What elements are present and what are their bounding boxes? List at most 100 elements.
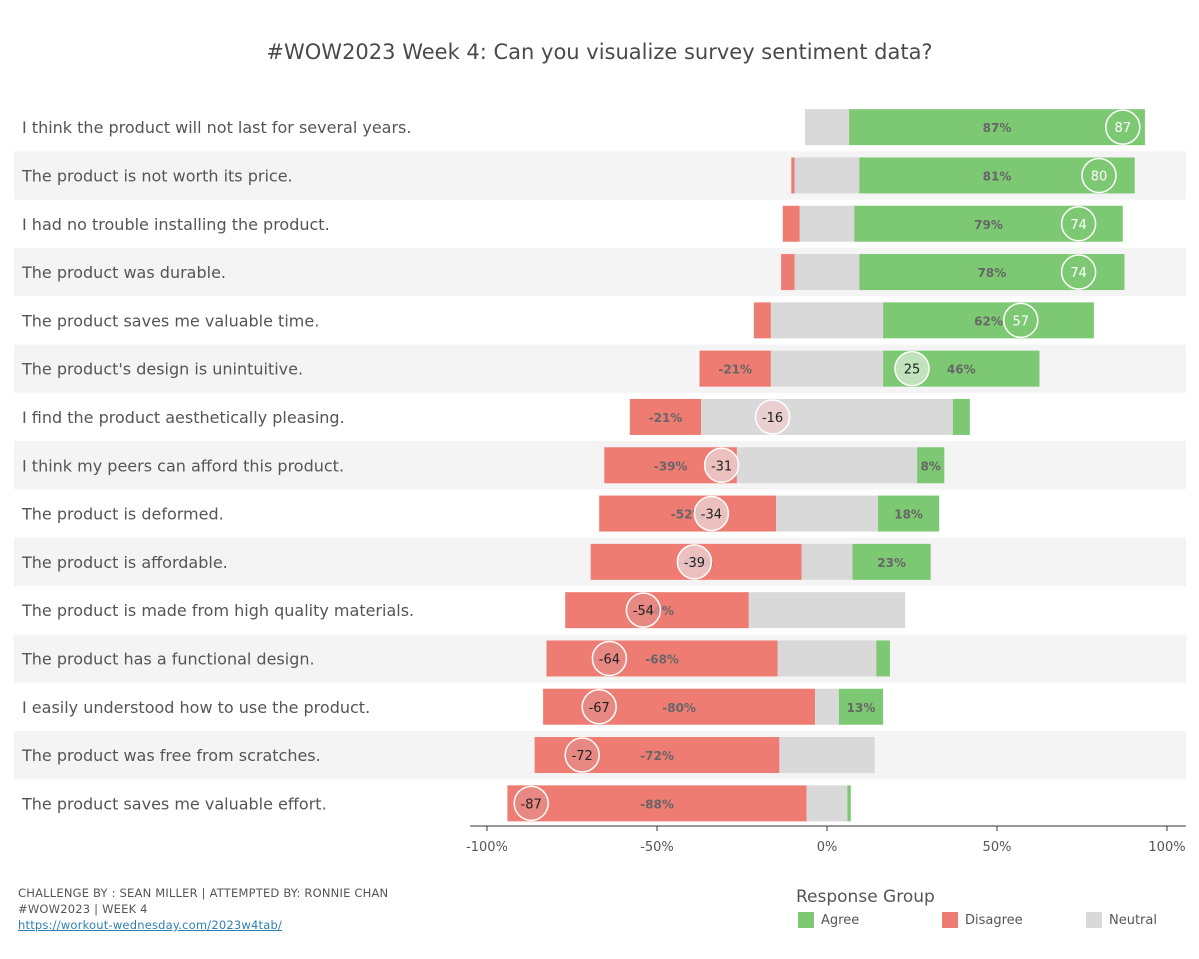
row-label: The product was free from scratches. (21, 746, 321, 765)
bar-neutral (770, 350, 884, 387)
bar-neutral (777, 640, 877, 677)
data-label-disagree: -72% (640, 749, 674, 763)
data-label-disagree: -68% (645, 652, 679, 666)
bar-disagree (782, 205, 800, 242)
net-marker (1003, 302, 1039, 339)
net-marker (591, 640, 628, 677)
bar-disagree (781, 254, 795, 291)
legend-title: Response Group (796, 887, 935, 907)
legend-item-neutral[interactable]: Neutral (1086, 912, 1157, 928)
row-label: I think the product will not last for se… (22, 118, 411, 137)
net-label: -54 (633, 604, 654, 619)
net-marker (693, 495, 730, 532)
net-marker (676, 544, 713, 580)
footer-link[interactable]: https://workout-wednesday.com/2023w4tab/ (18, 918, 283, 932)
bar-neutral (799, 205, 855, 242)
chart-row: The product was durable. 78% 74 (14, 247, 1186, 297)
net-label: -87 (521, 797, 542, 812)
row-label: I had no trouble installing the product. (22, 215, 330, 234)
bar-neutral (770, 302, 884, 339)
legend-swatch-agree (798, 912, 814, 928)
data-label-disagree: -21% (649, 411, 683, 425)
row-label: The product saves me valuable time. (21, 311, 319, 330)
chart-row: The product saves me valuable time. 62% 57 (21, 302, 1094, 339)
chart-row: The product is not worth its price. 81% 80 (14, 151, 1186, 200)
chart-title: #WOW2023 Week 4: Can you visualize surve… (266, 40, 933, 64)
bar-agree (917, 447, 945, 484)
net-label: -64 (599, 652, 620, 667)
x-tick-label: -50% (640, 840, 674, 855)
data-label-agree: 18% (894, 508, 923, 522)
bar-neutral (748, 592, 906, 629)
bar-neutral (701, 398, 953, 435)
legend-item-agree[interactable]: Agree (798, 912, 859, 928)
net-label: -31 (711, 459, 732, 474)
data-label-agree: 62% (974, 314, 1003, 328)
legend-label-agree: Agree (821, 912, 860, 928)
bar-agree (876, 640, 890, 677)
data-label-disagree: -39% (654, 459, 688, 473)
chart-row: The product was free from scratches. -72%… (14, 730, 1186, 780)
row-label: I easily understood how to use the produ… (22, 698, 370, 717)
chart-row: I had no trouble installing the product.… (22, 205, 1123, 242)
net-label: -16 (762, 411, 783, 426)
bar-neutral (736, 447, 918, 484)
net-label: 80 (1091, 169, 1108, 184)
data-label-agree: 79% (974, 218, 1003, 232)
bar-neutral (779, 737, 875, 774)
chart-row: I find the product aesthetically pleasin… (22, 398, 970, 435)
data-label-agree: 78% (978, 266, 1007, 280)
bar-neutral (794, 157, 860, 194)
bar-neutral (776, 495, 878, 532)
footer-credit: CHALLENGE BY : SEAN MILLER | ATTEMPTED B… (18, 886, 389, 900)
legend-item-disagree[interactable]: Disagree (942, 912, 1023, 928)
bar-disagree (507, 785, 807, 822)
bar-agree (847, 785, 851, 822)
net-marker (894, 350, 930, 387)
chart-row: The product has a functional design. -68%… (14, 634, 1186, 683)
chart-row: The product is affordable.-62%23%-39 (14, 537, 1186, 586)
legend-swatch-neutral (1086, 912, 1102, 928)
row-band (14, 441, 1186, 490)
row-label: The product is not worth its price. (21, 166, 293, 185)
bar-agree (852, 543, 931, 580)
data-label-agree: 8% (921, 459, 941, 473)
bar-agree (878, 495, 940, 532)
net-label: 25 (904, 363, 921, 378)
net-label: -67 (589, 701, 610, 716)
bar-disagree (629, 398, 702, 435)
net-marker (581, 689, 617, 725)
chart-row: The product's design is unintuitive. -21%… (14, 344, 1186, 393)
data-label-agree: 46% (947, 363, 976, 377)
row-label: The product is made from high quality ma… (21, 601, 414, 620)
net-label: 57 (1013, 314, 1030, 329)
bar-disagree (546, 640, 778, 677)
net-label: -39 (684, 556, 705, 571)
bar-disagree (599, 495, 776, 532)
row-label: I find the product aesthetically pleasin… (22, 408, 345, 427)
legend-label-disagree: Disagree (965, 912, 1023, 928)
bar-disagree (699, 350, 771, 387)
data-label-disagree: -88% (640, 797, 674, 811)
chart-row: I easily understood how to use the produ… (22, 688, 884, 725)
bar-disagree (791, 157, 795, 194)
net-label: 87 (1115, 121, 1132, 136)
bar-disagree (753, 302, 771, 339)
data-label-disagree: -21% (718, 363, 752, 377)
bar-neutral (794, 254, 860, 291)
net-marker (1060, 206, 1097, 242)
net-label: 74 (1070, 218, 1087, 233)
row-label: The product's design is unintuitive. (21, 360, 303, 379)
chart-row: The product is deformed. -52% 18%-34 (21, 495, 940, 532)
net-label: -72 (572, 749, 593, 764)
chart-row: I think my peers can afford this product… (14, 441, 1186, 490)
data-label-disagree: -80% (662, 701, 696, 715)
bar-agree (883, 302, 1094, 339)
net-label: -34 (701, 508, 722, 523)
net-marker (1081, 157, 1117, 194)
chart-row: I think the product will not last for se… (22, 109, 1145, 146)
net-marker (513, 785, 549, 822)
bar-neutral (806, 785, 848, 822)
net-marker (625, 592, 662, 628)
bar-neutral (801, 543, 853, 580)
